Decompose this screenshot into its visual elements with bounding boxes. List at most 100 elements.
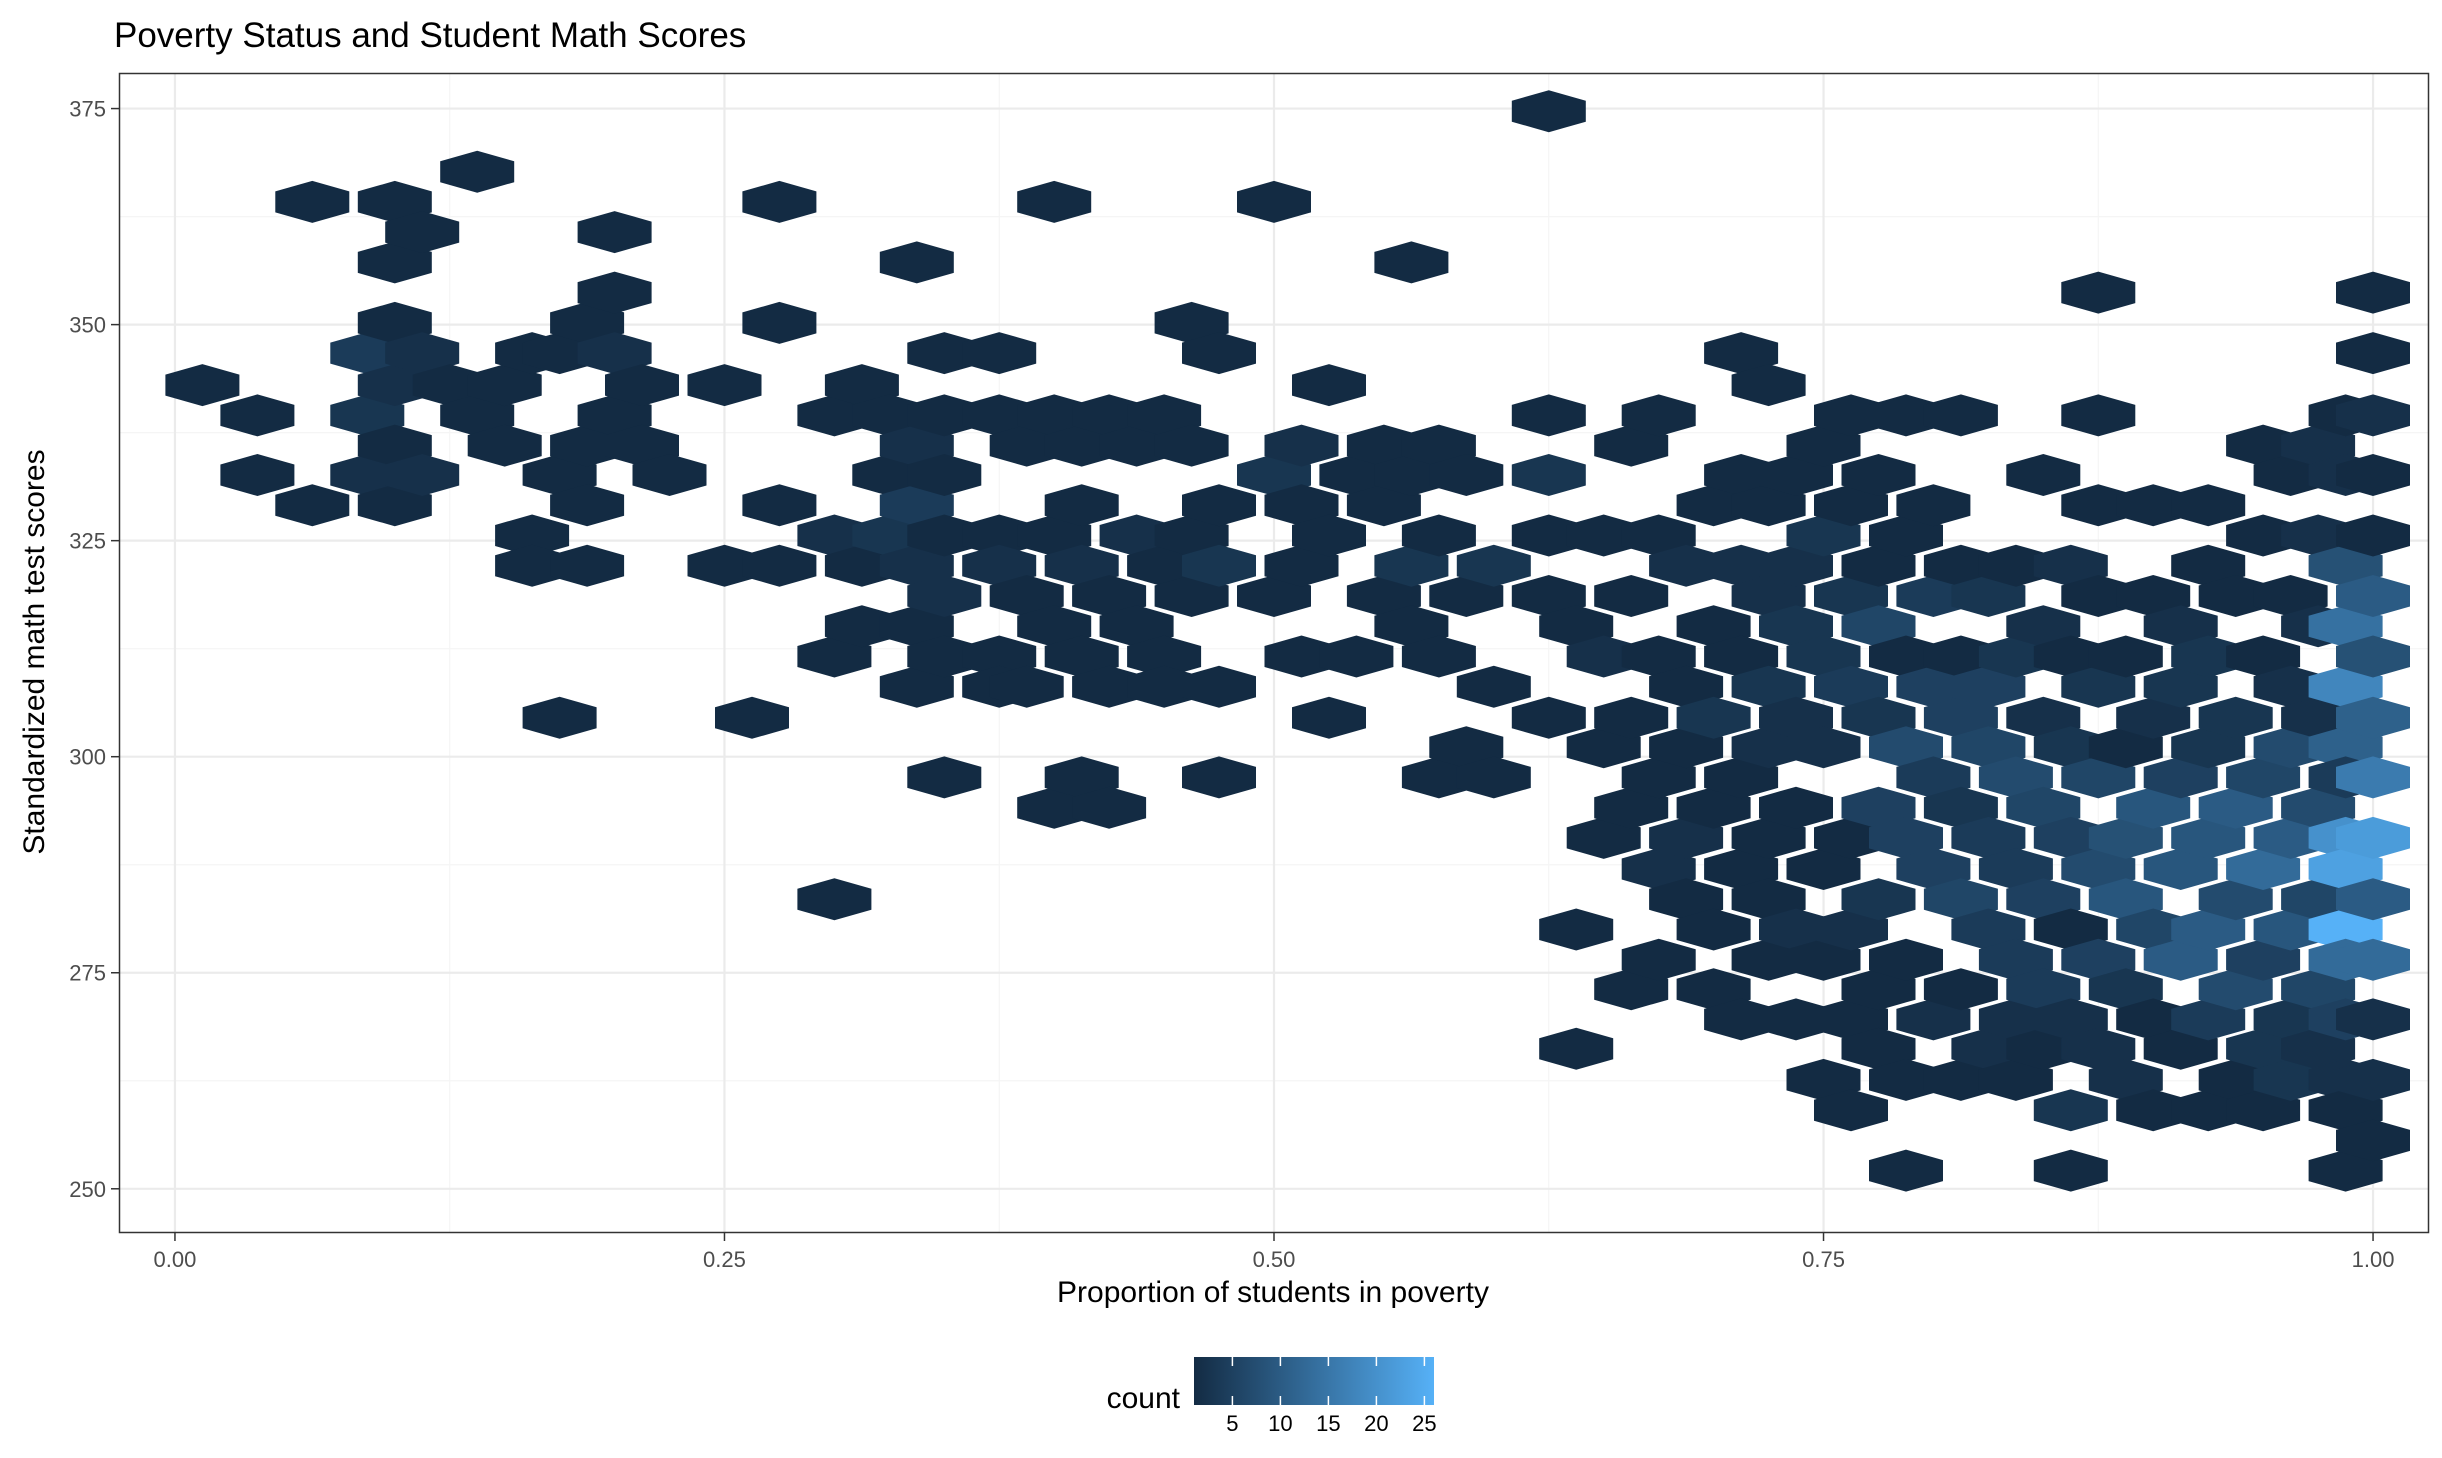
hexbin-cell	[2116, 575, 2191, 617]
hexbin-cell	[1292, 514, 1366, 557]
hexbin-cell	[495, 514, 570, 557]
hexbin-cell	[1456, 756, 1531, 799]
hexbin-cell	[1456, 544, 1531, 587]
hexbin-cell	[907, 454, 982, 496]
hexbin-cell	[2006, 696, 2081, 739]
hexbin-cell	[2336, 271, 2410, 314]
hexbin-cell	[1951, 575, 2026, 617]
hexbin-cell	[1923, 968, 1998, 1011]
hexbin-cell	[1841, 454, 1916, 496]
hexbin-cell	[1759, 454, 1833, 496]
hexbin-cell	[1511, 454, 1586, 496]
hexbin-cell	[2336, 878, 2410, 921]
hexbin-cell	[1511, 90, 1586, 133]
hexbin-cell	[2336, 635, 2410, 678]
hexbin-cell	[1704, 635, 1779, 678]
hexbin-cell	[962, 332, 1037, 375]
hexbin-cell	[2006, 786, 2081, 829]
hexbin-cell	[2336, 816, 2410, 859]
hexbin-cell	[879, 544, 954, 587]
hexbin-cell	[1649, 878, 1724, 921]
hexbin-cell	[577, 211, 652, 254]
hexbin-cell	[1786, 514, 1861, 557]
hexbin-cell	[1649, 816, 1724, 859]
hexbin-cell	[1539, 908, 1614, 951]
hexbin-cell	[440, 150, 515, 193]
hexbin-cell	[2281, 786, 2356, 829]
hexbin-cell	[2198, 786, 2273, 829]
hexbin-cell	[2281, 424, 2356, 467]
hexbin-cell	[742, 301, 817, 344]
hexbin-cell	[2308, 848, 2383, 890]
legend-tick-label: 15	[1316, 1411, 1340, 1436]
hexbin-cell	[1182, 665, 1256, 708]
hexbin-cell	[1869, 514, 1943, 557]
hexbin-cell	[1731, 575, 1806, 617]
hexbin-cell	[742, 544, 817, 587]
hexbin-cell	[1182, 484, 1256, 527]
x-tick-label: 0.25	[703, 1247, 746, 1272]
hexbin-cell	[1072, 786, 1147, 829]
hexbin-cell	[550, 301, 625, 344]
hexbin-cell	[2308, 605, 2383, 648]
x-tick-label: 1.00	[2352, 1247, 2395, 1272]
hexbin-cell	[522, 696, 597, 739]
count-legend: count 5 10 15 20 25	[1107, 1357, 1437, 1436]
hexbin-cell	[2143, 605, 2218, 648]
hexbin-cell	[1841, 696, 1916, 739]
hexbin-cell	[1429, 454, 1504, 496]
hexbin-cell	[2308, 908, 2383, 951]
hexbin-cell	[797, 635, 872, 678]
y-tick-label: 375	[69, 97, 106, 122]
y-tick-label: 325	[69, 529, 106, 554]
hexbin-cell	[1017, 605, 1092, 648]
hexbin-cell	[1731, 484, 1806, 527]
hexbin-cell	[879, 484, 954, 527]
hexbin-cell	[1401, 635, 1476, 678]
legend-ticks: 5 10 15 20 25	[1226, 1357, 1437, 1436]
hexbin-cell	[1374, 241, 1449, 284]
hexbin-cell	[1017, 514, 1092, 557]
legend-tick-label: 25	[1412, 1411, 1436, 1436]
hexbin-cell	[742, 180, 817, 223]
hexbin-cell	[2033, 1089, 2108, 1132]
hexbin-cell	[2116, 696, 2191, 739]
hexbin-cell	[1814, 484, 1888, 527]
hexbin-cell	[1566, 816, 1641, 859]
y-tick-label: 300	[69, 745, 106, 770]
hexbin-cell	[1511, 394, 1586, 437]
hexbin-cell	[1786, 848, 1861, 890]
hexbin-cell	[1869, 1149, 1943, 1192]
hexbin-cell	[1841, 878, 1916, 921]
legend-colorbar	[1194, 1357, 1434, 1405]
hexbin-cell	[1539, 605, 1614, 648]
hexbin-cell	[879, 665, 954, 708]
hexbin-cell	[2088, 1058, 2163, 1101]
hexbin-cell	[522, 454, 597, 496]
hexbin-cell	[1566, 726, 1641, 769]
hexbin-cell	[1759, 544, 1833, 587]
hexbin-cell	[2061, 394, 2136, 437]
hexbin-cell	[1951, 726, 2026, 769]
hexbin-cell	[220, 394, 295, 437]
y-axis-title: Standardized math test scores	[18, 449, 51, 854]
hexbin-cell	[2226, 756, 2301, 799]
x-tick-label: 0.00	[154, 1247, 197, 1272]
hexbin-cell	[1594, 424, 1669, 467]
hexbin-cell	[824, 364, 899, 407]
hexbin-cell	[2061, 938, 2136, 981]
hexbin-cell	[1594, 575, 1669, 617]
hexbin-cell	[1621, 394, 1696, 437]
hexbin-cell	[2061, 665, 2136, 708]
hexbin-cell	[632, 454, 707, 496]
hexbin-cell	[2336, 575, 2410, 617]
y-tick-label: 250	[69, 1177, 106, 1202]
hexbin-cell	[330, 394, 405, 437]
hexbin-cell	[1786, 635, 1861, 678]
hexbin-cell	[1759, 605, 1833, 648]
hexbin-cell	[1264, 424, 1339, 467]
hexbin-cell	[2061, 756, 2136, 799]
hexbin-cell	[2281, 968, 2356, 1011]
hexbin-cell	[165, 364, 240, 407]
